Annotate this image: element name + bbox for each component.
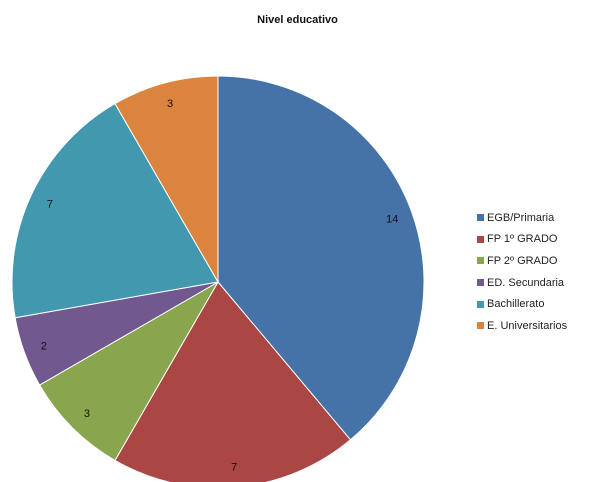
legend-swatch	[477, 322, 484, 330]
slice-value-label: 7	[47, 199, 53, 211]
slice-value-label: 3	[167, 98, 173, 110]
legend-item: EGB/Primaria	[477, 207, 567, 229]
legend-label: ED. Secundaria	[487, 276, 565, 289]
pie-slice-3	[38, 280, 220, 462]
legend-label: E. Universitarios	[487, 319, 568, 332]
legend-item: E. Universitarios	[477, 315, 567, 337]
slice-value-label: 7	[231, 462, 237, 474]
legend-item: FP 2º GRADO	[477, 250, 567, 272]
legend-item: FP 1º GRADO	[477, 229, 567, 251]
slice-value-label: 14	[386, 214, 398, 226]
pie-slice-1	[217, 75, 425, 441]
legend-label: EGB/Primaria	[487, 211, 555, 224]
legend-swatch	[477, 279, 484, 287]
legend-swatch	[477, 257, 484, 265]
legend-item: ED. Secundaria	[477, 272, 567, 294]
pie-slice-2	[114, 281, 352, 482]
pie-slice-6	[114, 75, 219, 284]
chart-legend: EGB/Primaria FP 1º GRADO FP 2º GRADO ED. Se…	[477, 207, 567, 337]
legend-swatch	[477, 300, 484, 308]
legend-label: FP 2º GRADO	[487, 254, 558, 267]
pie-slice-5	[11, 102, 219, 319]
legend-swatch	[477, 214, 484, 222]
slice-value-label: 2	[41, 340, 47, 352]
chart-title: Nivel educativo	[257, 14, 338, 26]
legend-swatch	[477, 235, 484, 243]
legend-label: Bachillerato	[487, 298, 545, 311]
slice-value-label: 3	[84, 408, 90, 420]
legend-label: FP 1º GRADO	[487, 233, 558, 246]
legend-item: Bachillerato	[477, 293, 567, 315]
